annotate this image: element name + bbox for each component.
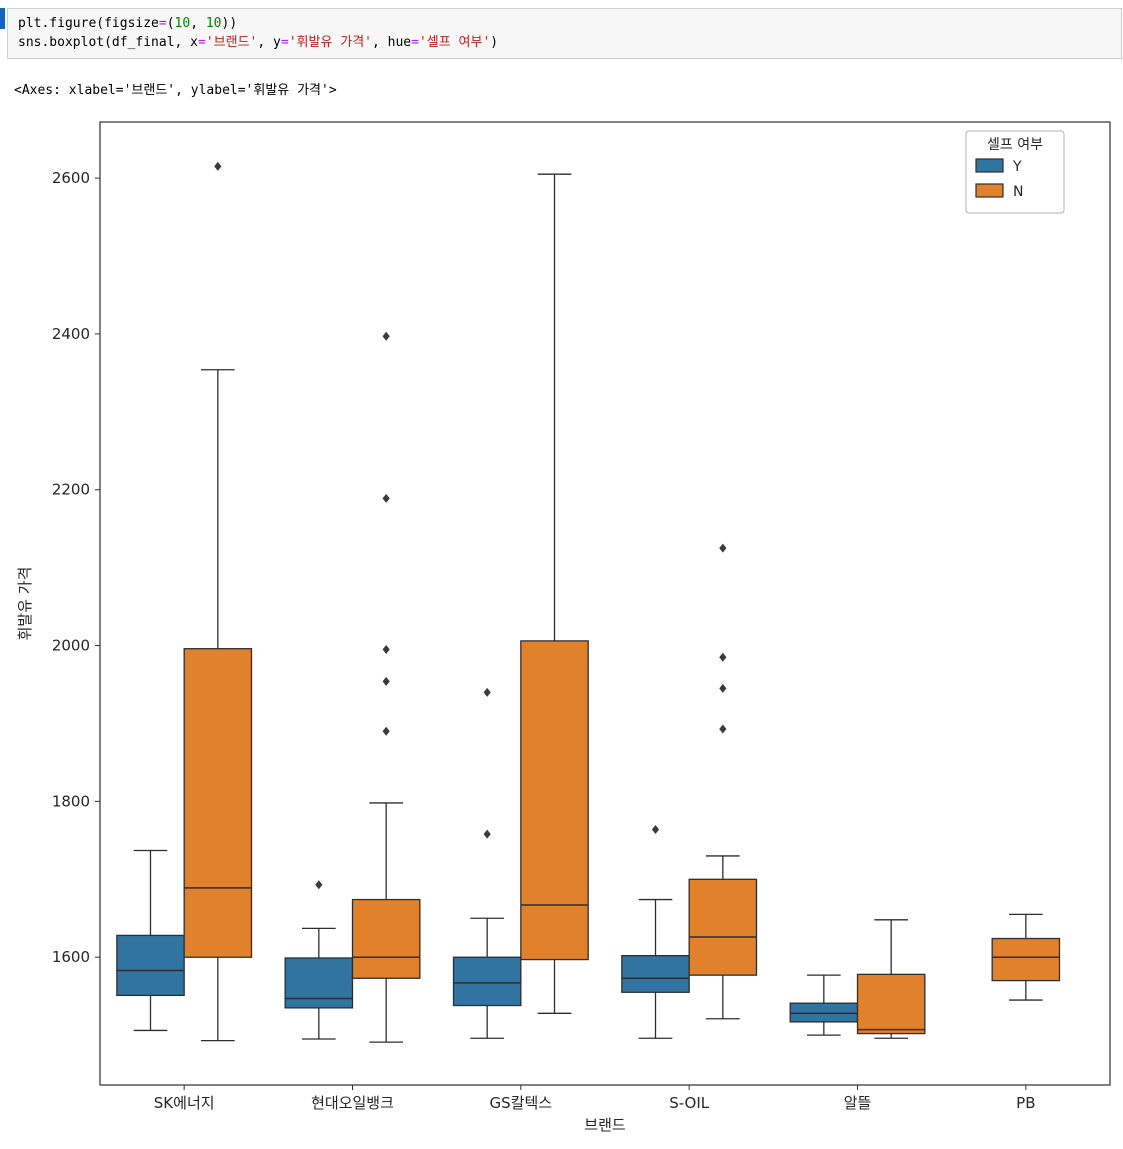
axes-frame (99, 121, 1111, 1086)
cell-output-text: <Axes: xlabel='브랜드', ylabel='휘발유 가격'> (14, 83, 337, 98)
y-tick-label: 1600 (52, 948, 90, 966)
code-token-default: , (190, 16, 206, 31)
code-cell[interactable]: plt.figure(figsize=(10, 10)) sns.boxplot(… (7, 8, 1122, 59)
y-tick-label: 2200 (52, 481, 90, 499)
code-token-default: sns.boxplot(df_final, x (18, 35, 199, 50)
outlier-marker (382, 726, 390, 736)
legend-label: N (1013, 184, 1023, 200)
x-tick-label: S-OIL (669, 1094, 710, 1112)
y-tick-label: 2600 (52, 169, 90, 187)
outlier-marker (382, 331, 390, 341)
code-token-number: 10 (205, 16, 222, 31)
code-token-number: 10 (174, 16, 191, 31)
x-tick-label: GS칼텍스 (490, 1094, 553, 1112)
box-GS칼텍스-N (520, 173, 589, 1014)
outlier-marker (483, 687, 491, 697)
code-token-default: ) (490, 35, 499, 50)
box-현대오일뱅크-Y (284, 880, 354, 1040)
box-SK에너지-N (183, 161, 253, 1042)
y-tick-label: 2400 (52, 325, 90, 343)
code-token-default: )) (221, 16, 238, 31)
outlier-marker (483, 829, 491, 839)
outlier-marker (651, 824, 660, 834)
code-token-default: plt.figure(figsize (18, 16, 159, 31)
outlier-marker (315, 880, 323, 890)
code-token-operator: = (411, 35, 419, 50)
code-line[interactable]: sns.boxplot(df_final, x='브랜드', y='휘발유 가격… (18, 33, 1121, 52)
box-SK에너지-Y (116, 849, 185, 1032)
y-tick-label: 2000 (52, 637, 90, 655)
active-cell-indicator (0, 8, 5, 29)
x-axis: SK에너지 현대오일뱅크 GS칼텍스 S-OIL 알뜰 PB (154, 1085, 1036, 1112)
x-axis-label: 브랜드 (584, 1116, 626, 1134)
x-tick-label: PB (1016, 1094, 1035, 1112)
box-알뜰-N (856, 919, 926, 1039)
x-tick-label: 알뜰 (844, 1094, 872, 1112)
code-token-operator: = (280, 35, 289, 50)
box-S-OIL-N (688, 543, 758, 1020)
outlier-marker (719, 652, 727, 662)
box-GS칼텍스-Y (452, 687, 522, 1039)
outlier-marker (214, 161, 222, 171)
code-token-default: ( (166, 16, 175, 31)
figure-output: 1600 1800 2000 2200 2400 2600 SK에너지 현대오일뱅크 GS칼텍스… (0, 115, 1123, 1145)
legend-title: 셀프 여부 (987, 137, 1043, 153)
y-axis-label: 휘발유 가격 (16, 567, 34, 641)
outlier-marker (719, 683, 727, 693)
code-token-default: , hue (371, 35, 412, 50)
code-token-string: '휘발유 가격' (288, 35, 372, 50)
boxplot-chart: 1600 1800 2000 2200 2400 2600 SK에너지 현대오일뱅크 GS칼텍스… (16, 121, 1111, 1134)
code-token-operator: = (158, 16, 167, 31)
outlier-marker (382, 493, 390, 503)
y-tick-label: 1800 (52, 792, 90, 810)
code-token-operator: = (198, 35, 206, 50)
code-line[interactable]: plt.figure(figsize=(10, 10)) (18, 14, 1121, 33)
outlier-marker (382, 644, 390, 654)
legend-label: Y (1012, 159, 1022, 175)
y-axis: 1600 1800 2000 2200 2400 2600 (52, 169, 100, 966)
x-tick-label: SK에너지 (154, 1094, 215, 1112)
code-token-string: '셀프 여부' (418, 35, 491, 50)
outlier-marker (719, 724, 727, 734)
legend-swatch-N (975, 183, 1004, 198)
x-tick-label: 현대오일뱅크 (311, 1094, 394, 1112)
outlier-marker (382, 676, 390, 686)
box-S-OIL-Y (621, 824, 690, 1039)
legend-swatch-Y (975, 158, 1004, 173)
box-현대오일뱅크-N (351, 331, 421, 1043)
code-token-default: , y (257, 35, 281, 50)
outlier-marker (719, 543, 727, 553)
code-token-string: '브랜드' (205, 35, 258, 50)
legend: 셀프 여부 YN (965, 130, 1065, 214)
box-PB-N (991, 913, 1061, 1001)
